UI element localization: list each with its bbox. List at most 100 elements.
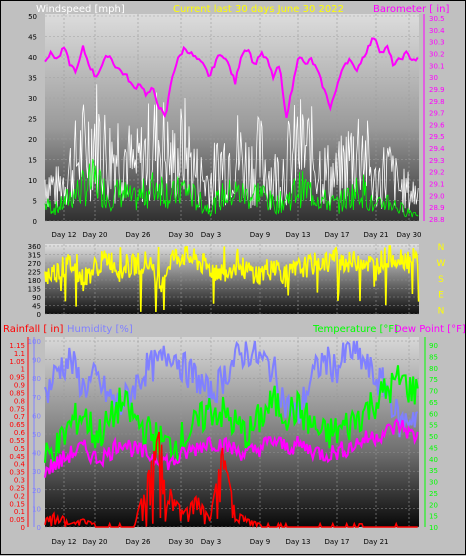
x-tick-label: Day 30: [397, 231, 422, 239]
direction-tick-label: 360: [28, 243, 41, 251]
temperature-tick-label: 40: [429, 456, 438, 464]
barometer-tick-label: 30.3: [429, 39, 445, 47]
temperature-tick-label: 10: [429, 524, 438, 532]
rain-tick-label: 0.3: [14, 477, 25, 485]
x-tick-label: Day 26: [126, 231, 152, 239]
rain-tick-label: 0.1: [14, 508, 25, 516]
humidity-tick-label: 70: [32, 394, 41, 402]
x-tick-label: Day 20: [83, 538, 108, 546]
chart-title: Current last 30 days June 30 2022: [173, 4, 344, 15]
barometer-tick-label: 29.8: [429, 98, 445, 106]
humidity-tick-label: 80: [32, 375, 41, 383]
barometer-tick-label: 29.0: [429, 192, 445, 200]
rain-tick-label: 0.4: [14, 461, 26, 469]
barometer-tick-label: 30.5: [429, 15, 445, 23]
temperature-axis-title: Temperature [°F]: [312, 324, 398, 335]
temperature-tick-label: 55: [429, 422, 438, 430]
humidity-tick-label: 30: [32, 468, 41, 476]
rain-tick-label: 0.2: [14, 492, 25, 500]
x-tick-label: Day 20: [83, 231, 108, 239]
direction-tick-label: 315: [28, 252, 41, 260]
temperature-tick-label: 70: [429, 388, 438, 396]
tick-labels: 0510152025303540455028.828.929.029.129.2…: [9, 13, 445, 546]
temperature-tick-label: 80: [429, 365, 438, 373]
humidity-tick-label: 10: [32, 505, 41, 513]
rain-tick-label: 0.25: [9, 484, 25, 492]
barometer-line: [44, 37, 419, 119]
rain-tick-label: 1.1: [14, 350, 25, 358]
barometer-tick-label: 30.1: [429, 62, 445, 70]
rain-tick-label: 0.55: [9, 437, 25, 445]
humidity-tick-label: 20: [32, 487, 41, 495]
barometer-tick-label: 29.4: [429, 145, 445, 153]
wind-tick-label: 40: [28, 54, 37, 62]
wind-tick-label: 15: [28, 157, 37, 165]
barometer-tick-label: 28.9: [429, 204, 445, 212]
temperature-tick-label: 25: [429, 490, 438, 498]
temperature-tick-label: 45: [429, 444, 438, 452]
rain-tick-label: 0.95: [9, 374, 25, 382]
x-tick-label: Day 9: [250, 231, 271, 239]
rain-tick-label: 0.7: [14, 413, 25, 421]
wind-gust-line: [44, 84, 419, 213]
compass-label: N: [438, 243, 445, 253]
barometer-tick-label: 29.3: [429, 157, 445, 165]
x-tick-label: Day 26: [126, 538, 152, 546]
wind-tick-label: 10: [28, 177, 37, 185]
barometer-tick-label: 29.7: [429, 110, 445, 118]
temperature-tick-label: 30: [429, 479, 438, 487]
barometer-tick-label: 30: [429, 74, 438, 82]
rain-tick-label: 1: [21, 366, 25, 374]
windspeed-axis-title: Windspeed [mph]: [36, 4, 125, 15]
direction-tick-label: 225: [28, 269, 41, 277]
dew-point-line: [44, 418, 419, 478]
direction-tick-label: 270: [28, 260, 41, 268]
wind-tick-label: 50: [28, 13, 37, 21]
wind-direction-line: [44, 245, 420, 313]
temperature-tick-label: 50: [429, 433, 438, 441]
wind-tick-label: 25: [28, 116, 37, 124]
compass-label: S: [438, 275, 444, 285]
barometer-tick-label: 29.9: [429, 86, 445, 94]
rain-tick-label: 0.45: [9, 453, 25, 461]
temperature-tick-label: 90: [429, 342, 438, 350]
x-tick-label: Day 13: [286, 538, 311, 546]
x-tick-label: Day 12: [52, 231, 77, 239]
wind-tick-label: 5: [33, 198, 37, 206]
wind-tick-label: 35: [28, 75, 37, 83]
wind-tick-label: 30: [28, 95, 37, 103]
x-tick-label: Day 17: [325, 231, 350, 239]
temperature-tick-label: 60: [429, 410, 438, 418]
humidity-tick-label: 40: [32, 450, 41, 458]
barometer-tick-label: 29.5: [429, 133, 445, 141]
rain-tick-label: 1.15: [9, 342, 25, 350]
barometer-tick-label: 28.8: [429, 216, 445, 224]
rain-tick-label: 0.6: [14, 429, 26, 437]
rain-tick-label: 0.8: [14, 397, 25, 405]
barometer-tick-label: 29.6: [429, 121, 445, 129]
rain-tick-label: 0.5: [14, 445, 25, 453]
temperature-tick-label: 75: [429, 376, 438, 384]
x-tick-label: Day 30: [169, 231, 194, 239]
direction-tick-label: 45: [32, 303, 41, 311]
data-series: [44, 37, 420, 530]
direction-tick-label: 0: [37, 311, 41, 319]
humidity-axis-title: Humidity [%]: [67, 324, 133, 335]
barometer-axis-title: Barometer [ in]: [373, 4, 449, 15]
temperature-tick-label: 35: [429, 467, 438, 475]
x-tick-label: Day 12: [52, 538, 77, 546]
wind-tick-label: 0: [33, 218, 37, 226]
compass-label: E: [438, 291, 444, 301]
humidity-tick-label: 60: [32, 412, 41, 420]
wind-tick-label: 45: [28, 34, 37, 42]
compass-label: N: [438, 307, 445, 317]
rain-tick-label: 0: [21, 524, 25, 532]
temperature-tick-label: 20: [429, 501, 438, 509]
rain-tick-label: 1.05: [9, 358, 25, 366]
barometer-tick-label: 30.2: [429, 50, 445, 58]
rain-tick-label: 0.9: [14, 382, 25, 390]
x-tick-label: Day 21: [364, 538, 389, 546]
x-tick-label: Day 9: [250, 538, 271, 546]
temperature-line: [44, 365, 419, 468]
